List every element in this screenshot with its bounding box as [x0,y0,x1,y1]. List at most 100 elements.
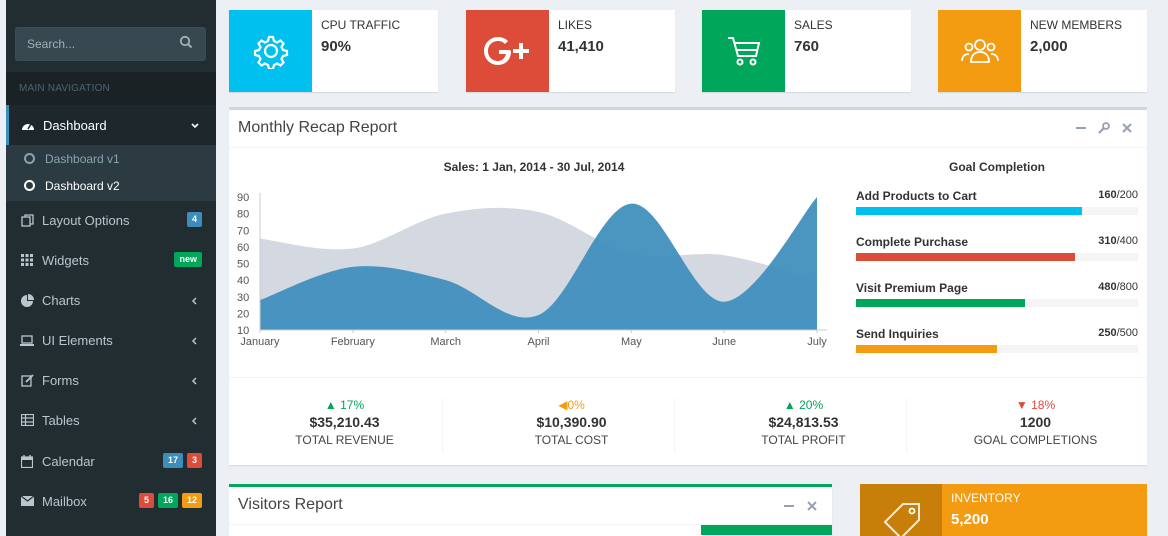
sidebar-item-widgets[interactable]: Widgets new [6,240,216,280]
laptop-icon [20,333,34,347]
chevron-left-icon [190,334,200,346]
sidebar: MAIN NAVIGATION Dashboard Dashboard v1 D… [6,0,216,536]
badge: 16 [157,493,178,508]
sidebar-subitem-dashboard-v2[interactable]: Dashboard v2 [6,172,216,199]
close-icon[interactable] [806,500,818,512]
progress-visit-premium: Visit Premium Page 480/800 [856,281,1138,311]
chevron-down-icon [190,119,200,131]
box-tools [1075,122,1133,134]
box-title: Visitors Report [238,496,343,513]
goal-completion-title: Goal Completion [949,160,1045,174]
progress-fill [856,345,997,353]
badge: 3 [186,453,202,468]
minus-icon[interactable] [1075,122,1087,134]
table-icon [20,413,34,427]
circle-icon [24,153,35,164]
info-box-inventory: INVENTORY 5,200 [860,484,1147,536]
badge: 5 [138,493,154,508]
wrench-icon[interactable] [1098,122,1110,134]
y-tick-label: 20 [237,308,249,320]
badges: 4 [186,212,202,227]
chevron-left-icon [190,374,200,386]
search-input[interactable] [16,28,176,60]
badge: 17 [162,453,183,468]
y-tick-label: 80 [237,209,249,221]
sidebar-item-label: UI Elements [42,332,113,348]
pie-chart-icon [20,293,34,307]
nav-header: MAIN NAVIGATION [6,72,216,106]
progress-send-inquiries: Send Inquiries 250/500 [856,327,1138,357]
box-tools [783,500,818,512]
stat-label: TOTAL REVENUE [295,433,394,447]
dashboard-icon [21,118,35,132]
y-tick-label: 50 [237,259,249,271]
x-tick-label: June [712,336,736,348]
stat-amount: $35,210.43 [309,414,380,430]
progress-fill [856,299,1026,307]
progress-bar [856,207,1138,215]
info-box-number: 760 [794,38,820,55]
chevron-left-icon [190,294,200,306]
divider [229,524,832,525]
badge: new [174,252,202,267]
search-icon[interactable] [179,35,197,53]
stat-total-revenue: ▲ 17% $35,210.43 TOTAL REVENUE [229,398,460,454]
progress-label: Complete Purchase [856,235,969,249]
caret-up-icon: ▲ [783,398,796,412]
sales-area-chart: 10 20 30 40 50 60 70 80 90 January February March Ap… [237,192,827,348]
y-tick-label: 40 [237,275,249,287]
divider [229,377,1147,378]
y-tick-label: 30 [237,292,249,304]
files-icon [20,213,34,227]
sidebar-item-label: Tables [42,412,80,428]
sidebar-item-forms[interactable]: Forms [6,360,216,400]
google-plus-icon [466,10,549,92]
sidebar-item-mailbox[interactable]: Mailbox 5 16 12 [6,481,216,521]
sidebar-item-charts[interactable]: Charts [6,280,216,320]
sidebar-item-label: Layout Options [42,212,130,228]
minus-icon[interactable] [783,500,795,512]
progress-number: 310/400 [1098,235,1138,247]
sidebar-item-dashboard[interactable]: Dashboard [6,105,216,145]
visitors-report-box: Visitors Report [229,484,832,536]
envelope-icon [20,494,34,508]
stat-percentage: ◀0% [558,398,585,412]
sidebar-item-label: Widgets [42,252,89,268]
sidebar-item-tables[interactable]: Tables [6,400,216,440]
sidebar-subitem-dashboard-v1[interactable]: Dashboard v1 [6,145,216,172]
tag-icon [860,484,942,536]
sidebar-item-layout-options[interactable]: Layout Options 4 [6,200,216,240]
stat-amount: $24,813.53 [768,414,839,430]
stat-total-cost: ◀0% $10,390.90 TOTAL COST [456,398,687,454]
caret-left-icon: ◀ [558,398,568,412]
progress-number: 160/200 [1098,189,1138,201]
progress-number: 480/800 [1098,281,1138,293]
caret-down-icon: ▼ [1015,398,1028,412]
info-box-number: 5,200 [951,511,989,528]
sidebar-item-ui-elements[interactable]: UI Elements [6,320,216,360]
subitem-label: Dashboard v2 [45,178,120,193]
chevron-left-icon [190,414,200,426]
sidebar-item-calendar[interactable]: Calendar 17 3 [6,441,216,481]
stat-percentage: ▼ 18% [1015,398,1056,412]
stat-total-profit: ▲ 20% $24,813.53 TOTAL PROFIT [688,398,919,454]
x-tick-label: April [527,336,549,348]
x-tick-label: February [331,336,376,348]
badge: 12 [181,493,202,508]
stat-label: TOTAL COST [534,433,609,447]
info-box-sales: SALES 760 [702,10,911,92]
close-icon[interactable] [1121,122,1133,134]
badges: 5 16 12 [138,493,202,508]
subitem-label: Dashboard v1 [45,151,120,166]
info-box-label: LIKES [558,18,593,32]
progress-label: Add Products to Cart [856,189,977,203]
y-tick-label: 10 [237,325,249,337]
progress-complete-purchase: Complete Purchase 310/400 [856,235,1138,265]
sidebar-search [15,27,206,61]
progress-number: 250/500 [1098,327,1138,339]
x-tick-label: March [430,336,461,348]
info-box-cpu-traffic: CPU TRAFFIC 90% [229,10,438,92]
circle-icon [24,180,35,191]
stat-label: TOTAL PROFIT [761,433,846,447]
progress-label: Send Inquiries [856,327,939,341]
